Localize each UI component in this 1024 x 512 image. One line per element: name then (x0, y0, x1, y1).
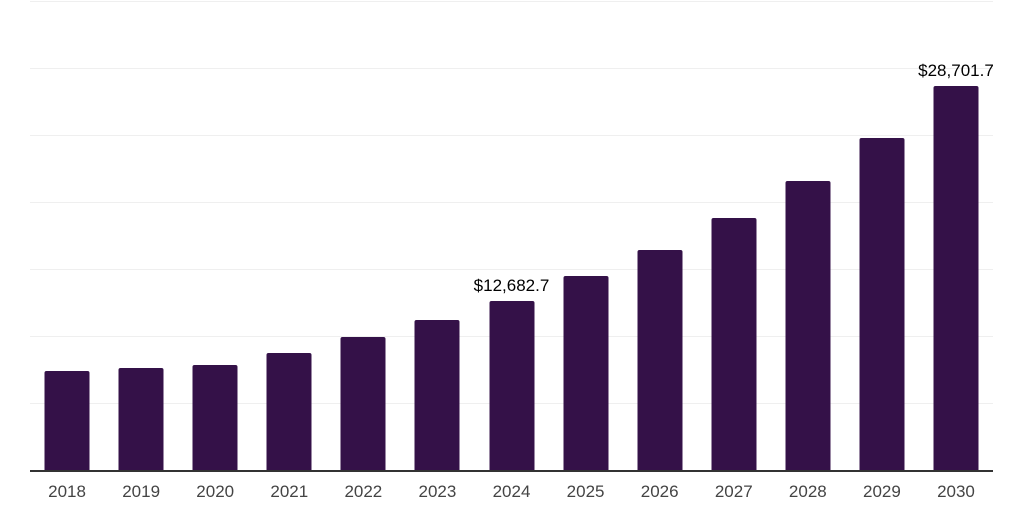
bar-slot-2025 (549, 2, 623, 471)
gridline (30, 135, 993, 136)
bar-2027 (711, 218, 757, 471)
plot-area: $12,682.7 $28,701.7 (30, 1, 994, 472)
bar-value-label-2030: $28,701.7 (918, 61, 994, 81)
bar-slot-2026 (623, 2, 697, 471)
x-tick-label-2028: 2028 (788, 482, 827, 501)
gridline (30, 269, 993, 270)
gridline (30, 68, 993, 69)
bar-2029 (859, 137, 905, 471)
x-tick-label-2024: 2024 (492, 482, 531, 501)
bar-slot-2027 (697, 2, 771, 471)
bar-2028 (785, 180, 831, 471)
bar-slot-2024: $12,682.7 (473, 2, 550, 471)
x-tick-label-2029: 2029 (862, 482, 901, 501)
x-tick-label-2020: 2020 (196, 482, 235, 501)
x-tick-label-2027: 2027 (714, 482, 753, 501)
bar-2030 (933, 86, 979, 471)
bar-slot-2021 (252, 2, 326, 471)
x-tick-label-2025: 2025 (566, 482, 605, 501)
bar-slot-2029 (845, 2, 919, 471)
bar-slot-2022 (326, 2, 400, 471)
bar-2025 (563, 276, 609, 471)
x-tick-label-2021: 2021 (270, 482, 309, 501)
bar-2018 (44, 371, 90, 471)
x-tick-label-2019: 2019 (122, 482, 161, 501)
bar-slot-2018 (30, 2, 104, 471)
bar-2024 (489, 301, 534, 471)
bar-2026 (637, 250, 683, 471)
bars: $12,682.7 $28,701.7 (30, 2, 994, 471)
bar-2021 (266, 352, 312, 471)
gridline (30, 1, 993, 2)
bar-2020 (192, 365, 238, 471)
x-tick-label-2023: 2023 (418, 482, 457, 501)
bar-slot-2023 (400, 2, 474, 471)
x-tick-label-2018: 2018 (48, 482, 86, 501)
bar-2022 (340, 337, 386, 471)
bar-slot-2028 (771, 2, 845, 471)
x-tick-label-2022: 2022 (344, 482, 383, 501)
bar-slot-2019 (104, 2, 178, 471)
bar-slot-2030: $28,701.7 (918, 2, 994, 471)
x-axis-labels: 2018 2019 2020 2021 2022 2023 2024 2025 2026 2027… (30, 482, 993, 502)
x-tick-label-2030: 2030 (937, 482, 975, 501)
x-axis-line (30, 470, 993, 472)
bar-slot-2020 (178, 2, 252, 471)
bar-2023 (414, 320, 460, 471)
bar-value-label-2024: $12,682.7 (473, 276, 550, 296)
gridline (30, 202, 993, 203)
x-tick-label-2026: 2026 (640, 482, 679, 501)
bar-2019 (118, 367, 164, 471)
